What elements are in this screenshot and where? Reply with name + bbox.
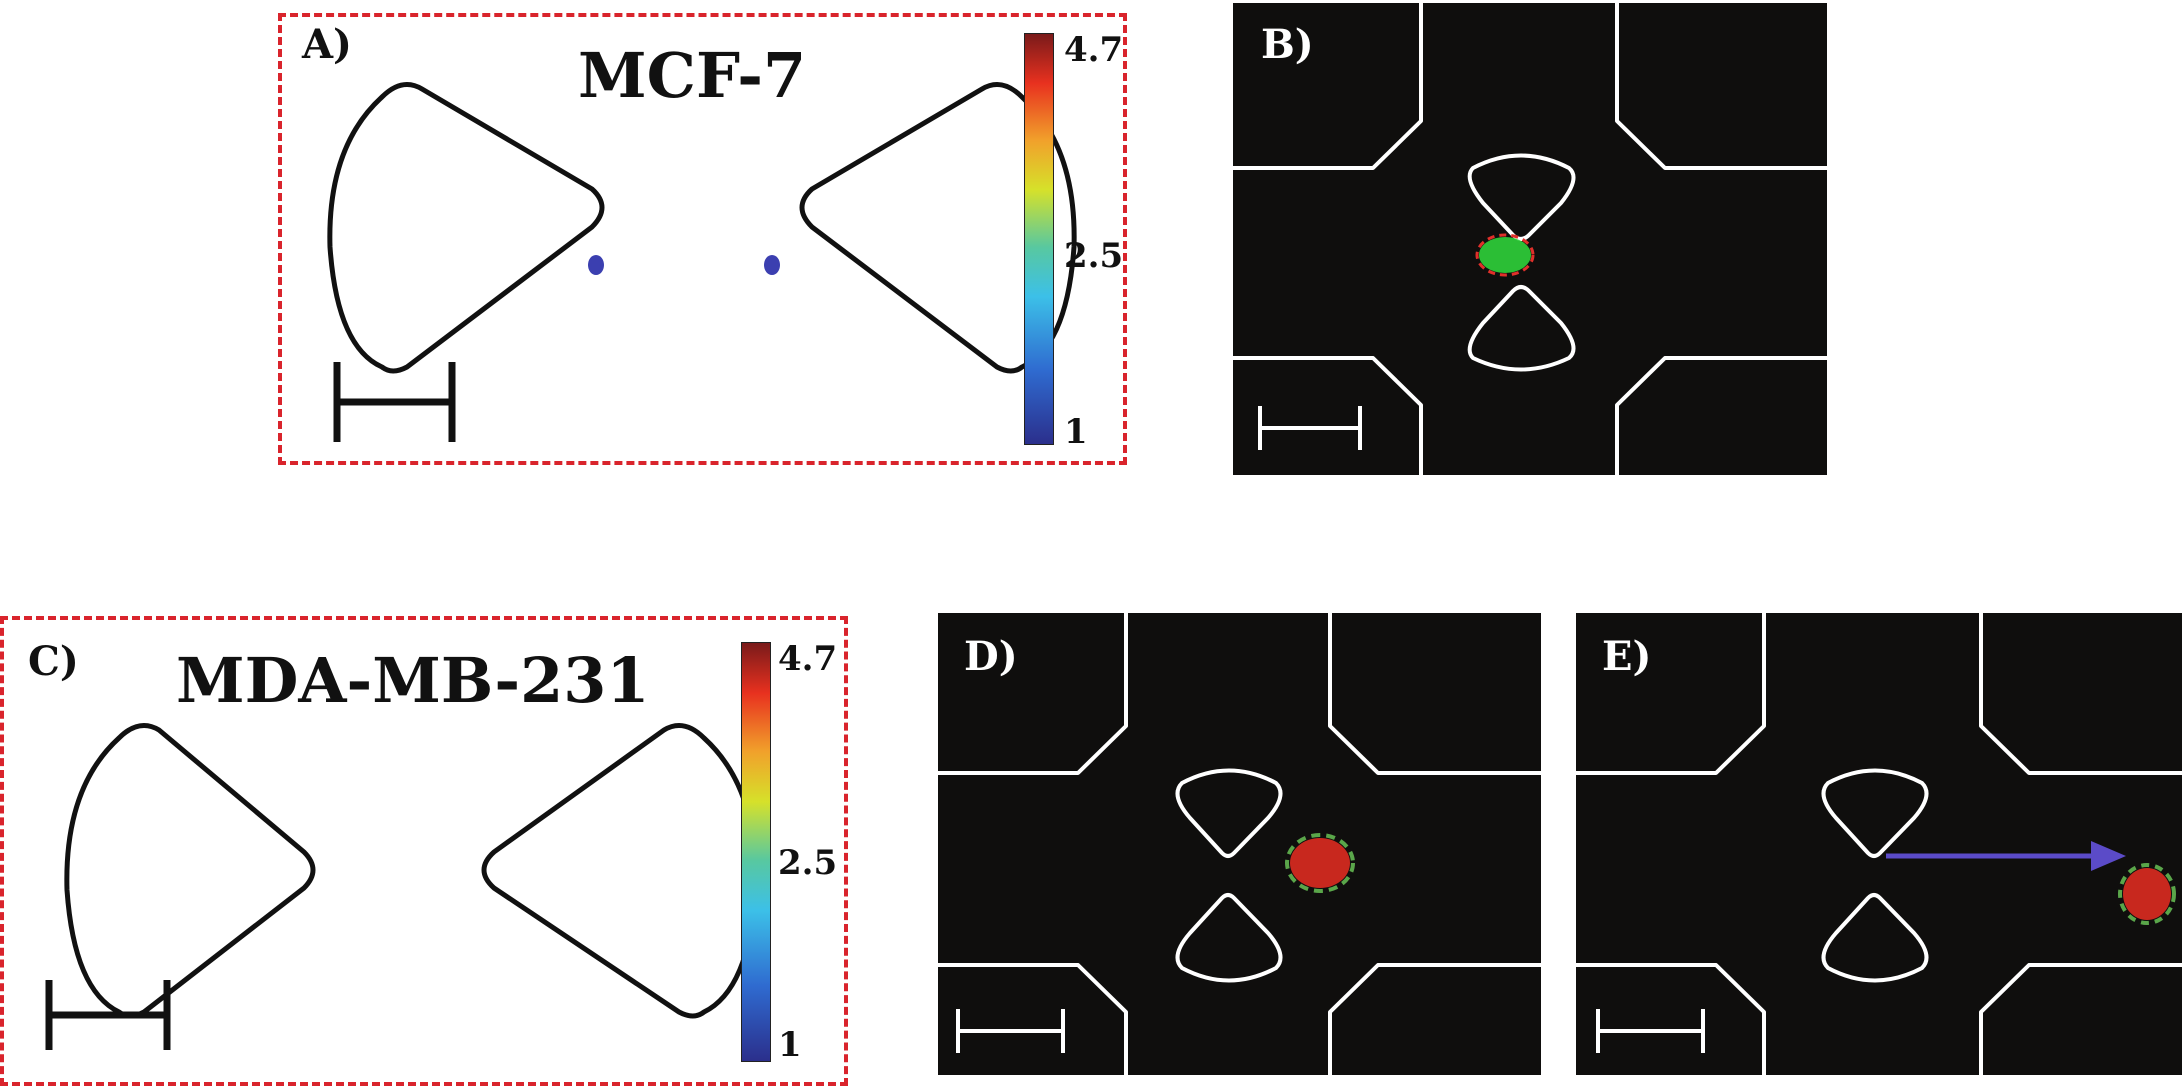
colorbar xyxy=(1024,33,1054,445)
channel-wall-bottom-left xyxy=(1576,963,1766,1075)
panel-e-micrograph: E) xyxy=(1576,613,2182,1075)
colorbar-min-label: 1 xyxy=(778,1025,802,1065)
colorbar-mid-label: 2.5 xyxy=(1064,236,1124,276)
scale-bar-b xyxy=(1258,406,1362,450)
field-hotspot-right xyxy=(764,255,780,275)
scale-bar-d xyxy=(956,1009,1065,1053)
channel-wall-top-left xyxy=(1233,3,1423,170)
colorbar-mid-label: 2.5 xyxy=(778,843,838,883)
left-electrode-outline xyxy=(327,82,605,374)
upper-electrode xyxy=(1467,153,1576,241)
channel-wall-top-right xyxy=(1615,3,1827,170)
channel-wall-top-left xyxy=(938,613,1128,775)
channel-wall-bottom-left xyxy=(938,963,1128,1075)
channel-wall-top-right xyxy=(1979,613,2182,775)
panel-label: D) xyxy=(964,633,1018,680)
panel-a-simulation: A) MCF-7 4.7 2.5 1 xyxy=(278,13,1127,465)
panel-title: MDA-MB-231 xyxy=(176,644,650,717)
upper-electrode xyxy=(1821,768,1929,858)
cell-outline xyxy=(2118,863,2176,925)
microchannel-b xyxy=(1233,3,1827,475)
lower-electrode xyxy=(1467,285,1576,372)
trapped-cell xyxy=(1479,237,1531,273)
scale-bar-a xyxy=(333,362,456,442)
cell-outline xyxy=(1285,833,1355,893)
cell-outline xyxy=(1475,233,1535,277)
panel-label: A) xyxy=(302,21,352,68)
field-hotspot-left xyxy=(588,255,604,275)
left-electrode-outline xyxy=(64,723,316,1019)
channel-wall-bottom-right xyxy=(1615,356,1827,475)
channel-wall-bottom-right xyxy=(1979,963,2182,1075)
scale-bar-c xyxy=(45,980,171,1050)
panel-title: MCF-7 xyxy=(578,39,807,112)
right-electrode-outline xyxy=(799,82,1077,374)
colorbar-max-label: 4.7 xyxy=(1064,30,1124,70)
microchannel-e xyxy=(1576,613,2182,1075)
lower-electrode xyxy=(1175,893,1283,983)
panel-label: E) xyxy=(1602,633,1652,680)
panel-d-micrograph: D) xyxy=(938,613,1541,1075)
colorbar-max-label: 4.7 xyxy=(778,639,838,679)
cell xyxy=(1290,838,1350,888)
lower-electrode xyxy=(1821,893,1929,983)
electrode-field-map-a xyxy=(327,82,1077,442)
right-electrode-outline xyxy=(481,723,759,1019)
cell xyxy=(2123,868,2171,920)
colorbar xyxy=(741,642,771,1062)
panel-b-micrograph: B) xyxy=(1233,3,1827,475)
panel-c-simulation: C) MDA-MB-231 4.7 2.5 1 xyxy=(0,616,848,1086)
channel-wall-top-right xyxy=(1328,613,1541,775)
microchannel-d xyxy=(938,613,1541,1075)
channel-wall-bottom-left xyxy=(1233,356,1423,475)
migration-arrow xyxy=(1886,841,2126,871)
channel-wall-top-left xyxy=(1576,613,1766,775)
channel-wall-bottom-right xyxy=(1328,963,1541,1075)
scale-bar-e xyxy=(1596,1009,1705,1053)
panel-label: B) xyxy=(1261,21,1314,68)
colorbar-min-label: 1 xyxy=(1064,412,1088,452)
upper-electrode xyxy=(1175,768,1283,858)
panel-label: C) xyxy=(28,638,79,685)
